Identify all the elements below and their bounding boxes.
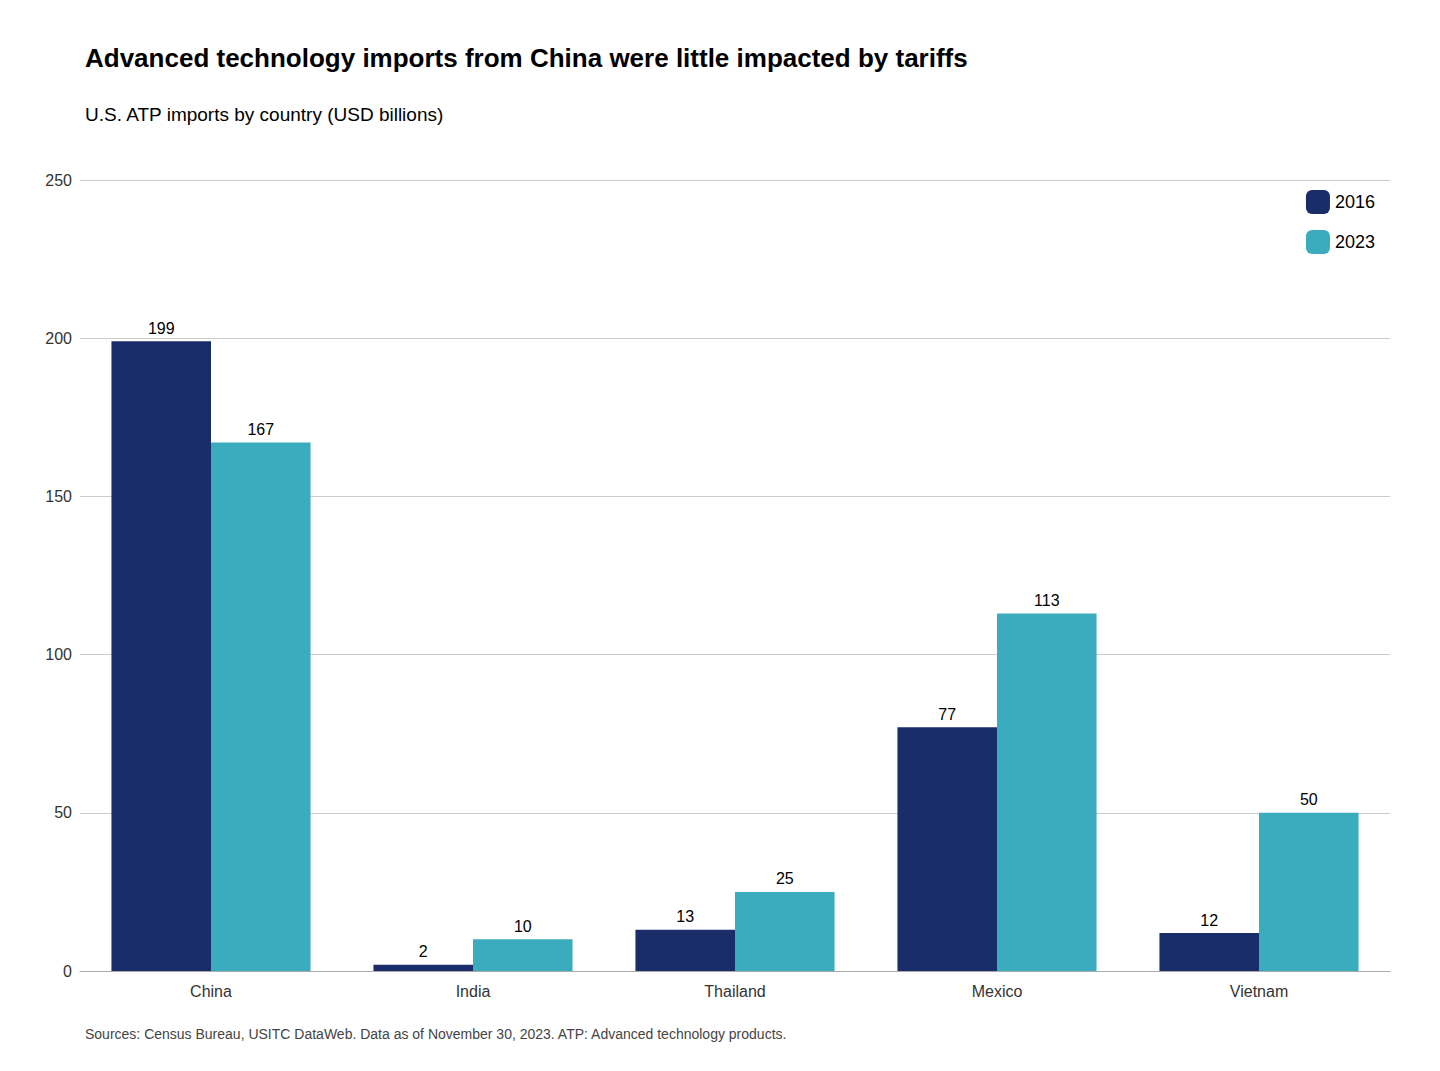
svg-text:Vietnam: Vietnam [1230,983,1288,1000]
svg-text:50: 50 [54,804,72,821]
svg-text:Thailand: Thailand [704,983,765,1000]
svg-text:250: 250 [45,172,72,189]
svg-text:China: China [190,983,232,1000]
svg-text:113: 113 [1034,592,1060,609]
svg-text:50: 50 [1300,791,1318,808]
svg-text:Sources: Census Bureau, USITC: Sources: Census Bureau, USITC DataWeb. D… [85,1026,786,1042]
svg-text:200: 200 [45,330,72,347]
svg-text:167: 167 [247,421,274,438]
svg-text:India: India [456,983,491,1000]
svg-text:2: 2 [419,943,428,960]
svg-text:25: 25 [776,870,794,887]
svg-text:2016: 2016 [1335,192,1375,212]
svg-text:2023: 2023 [1335,232,1375,252]
svg-text:U.S. ATP imports by country (U: U.S. ATP imports by country (USD billion… [85,104,443,125]
svg-text:199: 199 [148,320,175,337]
svg-text:10: 10 [514,918,532,935]
svg-text:Advanced technology imports fr: Advanced technology imports from China w… [85,43,968,73]
svg-text:Mexico: Mexico [972,983,1023,1000]
svg-text:100: 100 [45,646,72,663]
svg-text:150: 150 [45,488,72,505]
svg-text:0: 0 [63,963,72,980]
svg-text:77: 77 [938,706,956,723]
svg-text:12: 12 [1200,912,1218,929]
svg-text:13: 13 [676,908,694,925]
